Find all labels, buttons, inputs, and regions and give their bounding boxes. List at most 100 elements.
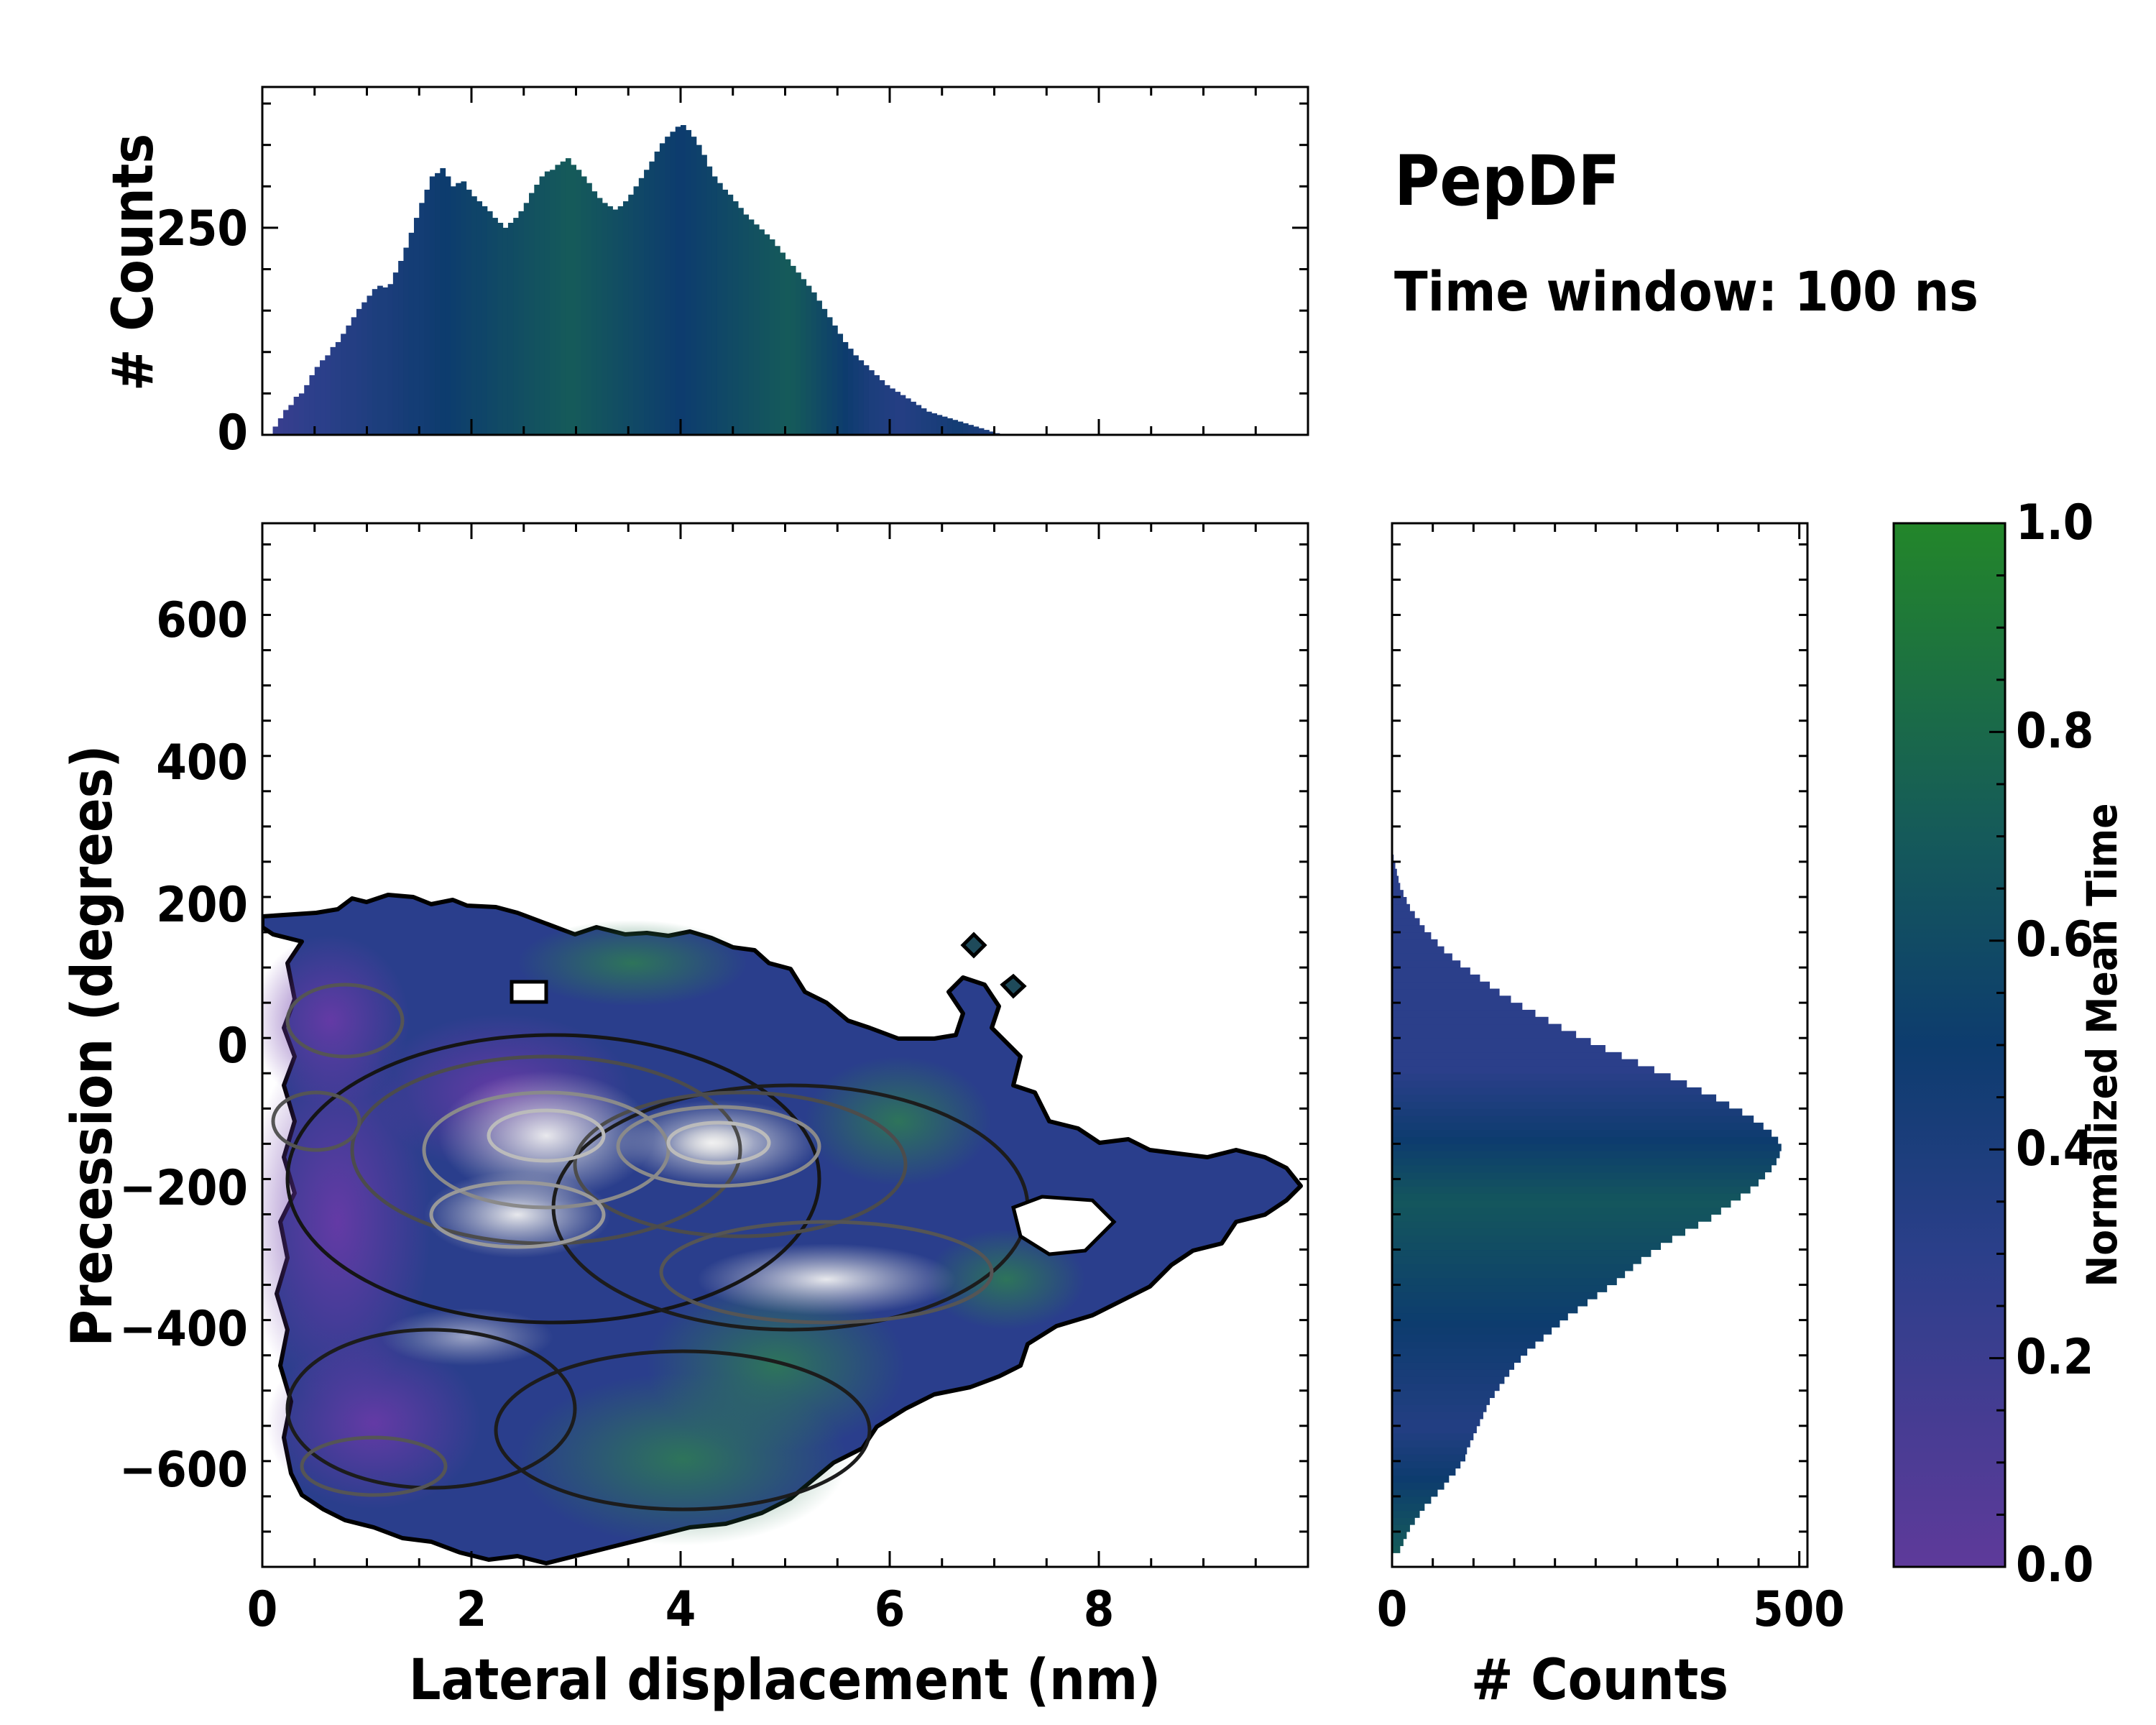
right-histogram-bar	[1392, 967, 1470, 975]
top-histogram-bar	[607, 206, 613, 435]
heatmap-patch	[266, 1337, 482, 1509]
top-histogram-bar	[466, 189, 472, 435]
top-histogram-bar	[759, 229, 765, 435]
top-histogram-bar	[847, 349, 854, 435]
heatmap-peak	[438, 1071, 654, 1200]
top-histogram-bar	[816, 300, 822, 435]
top-histogram-bar	[372, 289, 378, 435]
y-tick-400: 400	[156, 735, 248, 791]
top-histogram-bar	[622, 201, 629, 435]
right-histogram-bar	[1392, 1454, 1465, 1462]
right-histogram-bar	[1392, 946, 1445, 954]
right-histogram-bar	[1392, 1503, 1425, 1512]
top-histogram-bar	[403, 247, 410, 435]
right-histogram-bar	[1392, 1122, 1764, 1131]
right-histogram-bar	[1392, 1073, 1671, 1081]
top-histogram-bar	[947, 418, 953, 435]
top-histogram-bar	[502, 227, 509, 435]
colorbar-ticks	[1989, 522, 2005, 1568]
right-histogram-bar	[1392, 1235, 1672, 1243]
top-histogram-bar	[283, 410, 289, 435]
right-histogram-bar	[1392, 1460, 1461, 1469]
top-histogram-bar	[978, 428, 985, 435]
top-histogram-bar	[408, 232, 415, 435]
right-histogram-bar	[1392, 1031, 1577, 1039]
top-histogram-bar	[586, 183, 592, 435]
right-histogram-bar	[1392, 1468, 1456, 1476]
top-histogram-bar	[790, 265, 796, 435]
top-histogram-bar	[633, 186, 640, 435]
right-x-tick-500: 500	[1753, 1581, 1845, 1638]
top-histogram-bar	[696, 144, 702, 435]
top-histogram-bar	[413, 218, 420, 435]
top-histogram-bar	[534, 184, 540, 435]
top-y-axis-label: # Counts	[101, 134, 166, 391]
top-histogram-bar	[842, 341, 849, 435]
right-histogram-bar	[1392, 1517, 1415, 1525]
top-histogram-bar	[497, 222, 504, 435]
top-histogram-bar	[806, 285, 812, 435]
top-histogram-bar	[837, 334, 844, 435]
right-histogram-bar	[1392, 918, 1420, 926]
top-histogram-bar	[419, 203, 425, 435]
top-histogram-bar	[581, 176, 587, 435]
colorbar-label: Normalized Mean Time	[2078, 804, 2127, 1287]
right-histogram-bar	[1392, 1531, 1407, 1540]
colorbar-tick-0.8: 0.8	[2016, 703, 2093, 760]
right-histogram-bar	[1392, 974, 1480, 983]
right-histogram-bar	[1392, 1341, 1536, 1349]
top-histogram-bar	[701, 155, 707, 435]
top-histogram-bar	[544, 171, 550, 436]
right-histogram-bar	[1392, 1390, 1495, 1399]
top-histogram-bar	[858, 360, 865, 435]
top-histogram-bar	[555, 165, 561, 436]
top-histogram-bar	[774, 246, 780, 435]
right-histogram-bar	[1392, 1214, 1712, 1222]
top-histogram-bar	[523, 203, 530, 435]
right-histogram-bar	[1392, 1383, 1500, 1392]
right-histogram-bar	[1392, 1355, 1521, 1363]
right-histogram-bar	[1392, 1164, 1772, 1173]
right-histogram-bar	[1392, 1292, 1598, 1300]
right-histogram-bar	[1392, 1080, 1687, 1088]
right-histogram-bar	[1392, 1412, 1483, 1420]
colorbar-tick-0.4: 0.4	[2016, 1121, 2093, 1177]
right-histogram-bar	[1392, 896, 1407, 905]
right-histogram-bar	[1392, 1425, 1477, 1434]
top-y-tick-0: 0	[217, 405, 248, 461]
right-histogram-bar	[1392, 1277, 1617, 1286]
top-histogram-bar	[732, 201, 739, 435]
x-tick-6: 6	[875, 1581, 906, 1638]
top-histogram-bar	[753, 224, 760, 435]
top-histogram-bar	[571, 165, 576, 436]
right-histogram-bar	[1392, 981, 1490, 990]
right-histogram-bar	[1392, 1094, 1717, 1102]
right-histogram-bar	[1392, 1482, 1445, 1490]
top-histogram-bar	[602, 203, 608, 435]
right-histogram-bar	[1392, 1116, 1754, 1123]
right-histogram-bar	[1392, 911, 1415, 919]
right-histogram-bar	[1392, 1003, 1523, 1011]
right-histogram-bar	[1392, 1312, 1568, 1321]
right-histogram-bar	[1392, 903, 1410, 912]
top-histogram-bar	[644, 170, 650, 435]
heatmap-peak	[697, 1243, 956, 1315]
right-histogram-bar	[1392, 1024, 1562, 1031]
top-histogram-bar	[796, 272, 801, 435]
top-histogram-bar	[617, 206, 624, 435]
right-histogram-bar	[1392, 1129, 1772, 1138]
top-histogram-bar	[387, 284, 394, 435]
right-histogram-bar	[1392, 890, 1404, 898]
right-histogram-bar	[1392, 883, 1401, 891]
top-histogram-bar	[456, 183, 461, 435]
chart-subtitle: Time window: 100 ns	[1394, 259, 1978, 323]
right-histogram-bar	[1392, 1193, 1741, 1201]
y-tick-minus600: −600	[119, 1442, 248, 1499]
y-axis-label: Precession (degrees)	[60, 745, 125, 1347]
top-histogram-bar	[968, 425, 974, 435]
top-histogram-bar	[801, 279, 807, 435]
top-histogram-bar	[596, 198, 603, 435]
right-histogram-bar	[1392, 988, 1500, 996]
right-histogram-bar	[1392, 1101, 1730, 1109]
top-histogram-bar	[764, 234, 770, 435]
